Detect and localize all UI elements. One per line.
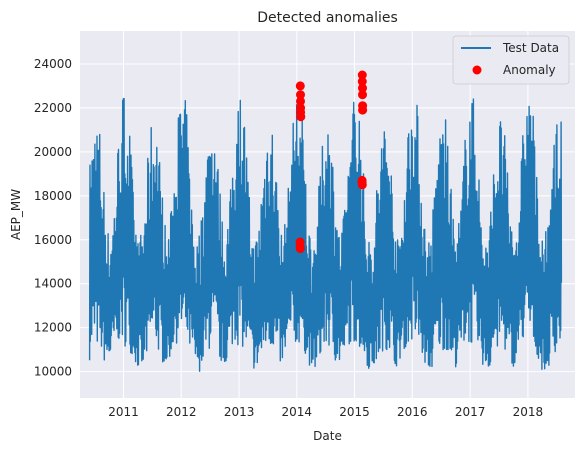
- legend-label-anomaly: Anomaly: [503, 63, 556, 77]
- y-tick-label: 16000: [34, 233, 72, 247]
- anomaly-point: [357, 180, 367, 190]
- y-tick-label: 22000: [34, 101, 72, 115]
- x-tick-label: 2014: [282, 405, 313, 419]
- anomaly-point: [295, 244, 305, 254]
- x-axis-label: Date: [313, 429, 342, 443]
- anomaly-point: [296, 90, 305, 100]
- anomaly-point: [358, 90, 367, 100]
- y-tick-label: 24000: [34, 57, 72, 71]
- x-tick-label: 2017: [455, 405, 486, 419]
- anomaly-point: [357, 77, 367, 86]
- test-data-series: [88, 97, 563, 372]
- legend-marker-anomaly: [472, 65, 482, 75]
- test-data-line: [88, 97, 563, 372]
- anomaly-series: [295, 70, 368, 254]
- anomaly-point: [295, 81, 305, 91]
- y-tick-label: 18000: [34, 189, 72, 203]
- anomaly-point: [296, 96, 305, 106]
- x-tick-label: 2011: [108, 405, 139, 419]
- x-tick-label: 2013: [224, 405, 255, 419]
- chart-title: Detected anomalies: [257, 10, 398, 26]
- anomaly-point: [358, 105, 368, 115]
- anomaly-point: [358, 83, 367, 93]
- y-axis-label: AEP_MW: [9, 189, 23, 240]
- y-tick-label: 10000: [34, 365, 72, 379]
- x-tick-label: 2012: [166, 405, 197, 419]
- y-tick-label: 12000: [34, 321, 72, 335]
- legend-label-test-data: Test Data: [502, 41, 559, 55]
- anomaly-point: [357, 70, 367, 80]
- x-axis: 2011 2012 2013 2014 2015 2016 2017 2018: [108, 405, 543, 419]
- y-tick-label: 20000: [34, 145, 72, 159]
- y-tick-label: 14000: [34, 277, 72, 291]
- x-tick-label: 2015: [339, 405, 370, 419]
- y-axis: 10000 12000 14000 16000 18000 20000 22000 24000: [34, 57, 72, 379]
- x-tick-label: 2016: [397, 405, 428, 419]
- x-tick-label: 2018: [513, 405, 544, 419]
- legend: Test Data Anomaly: [452, 35, 570, 85]
- anomaly-point: [296, 112, 306, 122]
